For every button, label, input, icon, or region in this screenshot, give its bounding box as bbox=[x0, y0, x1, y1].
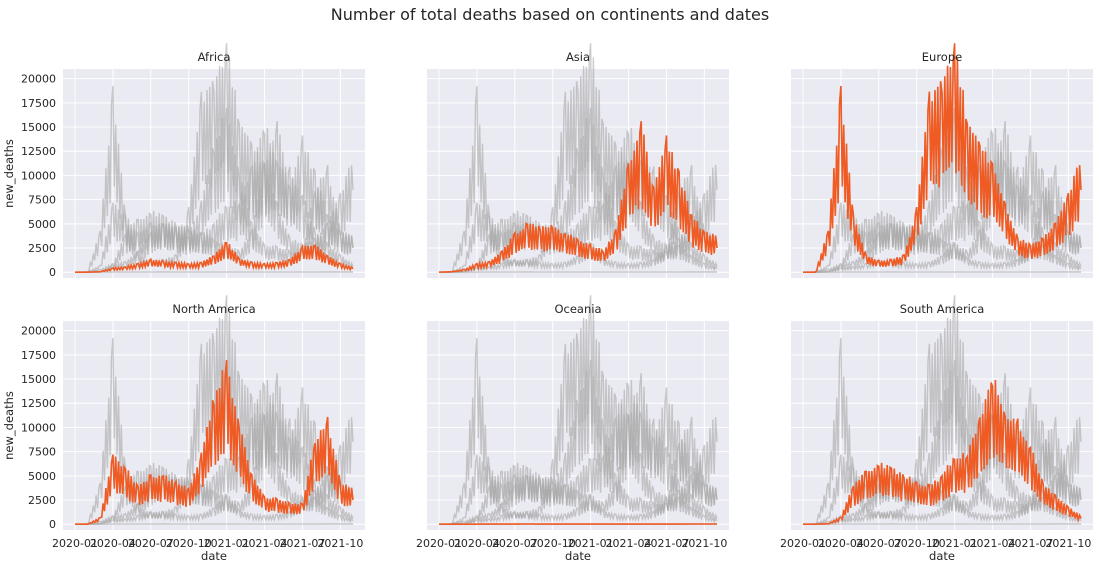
y-tick-label: 12500 bbox=[21, 145, 56, 158]
y-tick-label: 0 bbox=[49, 518, 56, 531]
series-line-south-america bbox=[803, 379, 1082, 525]
panel-title: Asia bbox=[566, 50, 590, 64]
x-tick-label: 2020-07 bbox=[856, 537, 902, 550]
series-line-grey-asia bbox=[74, 373, 354, 525]
panel-title: Africa bbox=[198, 50, 231, 64]
x-tick-label: 2020-04 bbox=[454, 537, 500, 550]
series-line-grey-africa bbox=[439, 493, 718, 525]
y-tick-label: 7500 bbox=[28, 194, 56, 207]
x-tick-label: 2020-10 bbox=[530, 537, 576, 550]
x-tick-label: 2020-01 bbox=[52, 537, 98, 550]
x-tick-label: 2021-01 bbox=[932, 537, 978, 550]
panel-south-america: South America 2020-012020-042020-072020-1… bbox=[780, 295, 1093, 563]
panel-north-america: North America 0 2500 5000 7500 10000 12500 1500… bbox=[2, 295, 365, 563]
panel-title: Europe bbox=[922, 50, 962, 64]
panel-title: South America bbox=[900, 302, 985, 316]
series-line-grey-asia bbox=[438, 373, 718, 525]
y-tick-label: 20000 bbox=[21, 73, 56, 86]
x-tick-label: 2020-04 bbox=[90, 537, 136, 550]
series-line-grey-africa bbox=[439, 241, 718, 273]
y-tick-label: 7500 bbox=[28, 446, 56, 459]
y-tick-label: 2500 bbox=[28, 494, 56, 507]
y-axis-label: new_deaths bbox=[2, 391, 16, 460]
series-line-grey-africa bbox=[75, 493, 354, 525]
x-tick-label: 2021-01 bbox=[568, 537, 614, 550]
panel-asia: Asia bbox=[427, 43, 729, 278]
series-line-grey-europe bbox=[439, 295, 718, 525]
series-line-north-america bbox=[75, 360, 354, 525]
y-tick-label: 20000 bbox=[21, 325, 56, 338]
panel-africa: Africa 0 2500 5000 7500 10000 12500 15000 17500 2… bbox=[2, 43, 365, 279]
series-line-grey-south-america bbox=[439, 379, 718, 525]
x-tick-label: 2021-10 bbox=[1045, 537, 1091, 550]
x-tick-label: 2021-04 bbox=[606, 537, 652, 550]
y-tick-label: 2500 bbox=[28, 242, 56, 255]
x-tick-label: 2020-07 bbox=[492, 537, 538, 550]
x-tick-label: 2021-04 bbox=[970, 537, 1016, 550]
series-line-grey-north-america bbox=[439, 108, 718, 273]
series-line-grey-asia bbox=[802, 121, 1082, 273]
x-tick-label: 2020-01 bbox=[416, 537, 462, 550]
x-tick-label: 2020-07 bbox=[128, 537, 174, 550]
series-line-grey-asia bbox=[74, 121, 354, 273]
x-tick-label: 2021-10 bbox=[317, 537, 363, 550]
x-tick-label: 2021-04 bbox=[242, 537, 288, 550]
y-tick-label: 5000 bbox=[28, 470, 56, 483]
x-tick-label: 2020-04 bbox=[818, 537, 864, 550]
panel-title: North America bbox=[172, 302, 255, 316]
panel-title: Oceania bbox=[554, 302, 601, 316]
series-line-grey-north-america bbox=[803, 360, 1082, 525]
y-tick-label: 12500 bbox=[21, 397, 56, 410]
series-line-grey-europe bbox=[439, 43, 718, 273]
series-line-grey-africa bbox=[803, 241, 1082, 273]
series-line-grey-africa bbox=[803, 493, 1082, 525]
x-tick-label: 2020-01 bbox=[780, 537, 826, 550]
x-axis-label: date bbox=[565, 549, 591, 563]
y-tick-label: 10000 bbox=[21, 169, 56, 182]
x-axis-label: date bbox=[201, 549, 227, 563]
series-line-europe bbox=[803, 43, 1082, 273]
series-line-africa bbox=[75, 241, 354, 273]
y-tick-label: 17500 bbox=[21, 97, 56, 110]
x-tick-label: 2021-07 bbox=[279, 537, 325, 550]
panel-europe: Europe bbox=[791, 43, 1093, 278]
x-tick-label: 2021-07 bbox=[643, 537, 689, 550]
series-line-grey-europe bbox=[75, 295, 354, 525]
series-line-grey-south-america bbox=[803, 127, 1082, 273]
series-line-grey-europe bbox=[803, 295, 1082, 525]
figure-title: Number of total deaths based on continen… bbox=[330, 5, 770, 24]
y-tick-label: 15000 bbox=[21, 373, 56, 386]
x-tick-label: 2020-10 bbox=[894, 537, 940, 550]
y-tick-label: 17500 bbox=[21, 349, 56, 362]
y-tick-label: 10000 bbox=[21, 421, 56, 434]
x-axis-label: date bbox=[929, 549, 955, 563]
series-line-asia bbox=[438, 121, 718, 273]
panel-oceania: Oceania2020-012020-042020-072020-102021-… bbox=[416, 295, 729, 563]
y-axis-label: new_deaths bbox=[2, 139, 16, 208]
y-tick-label: 5000 bbox=[28, 218, 56, 231]
x-tick-label: 2021-10 bbox=[681, 537, 727, 550]
y-tick-label: 15000 bbox=[21, 121, 56, 134]
x-tick-label: 2021-07 bbox=[1007, 537, 1053, 550]
x-tick-label: 2020-10 bbox=[166, 537, 212, 550]
x-tick-label: 2021-01 bbox=[204, 537, 250, 550]
series-line-grey-south-america bbox=[75, 127, 354, 273]
series-line-grey-north-america bbox=[439, 360, 718, 525]
y-tick-label: 0 bbox=[49, 266, 56, 279]
series-line-grey-south-america bbox=[439, 127, 718, 273]
series-line-grey-asia bbox=[802, 373, 1082, 525]
